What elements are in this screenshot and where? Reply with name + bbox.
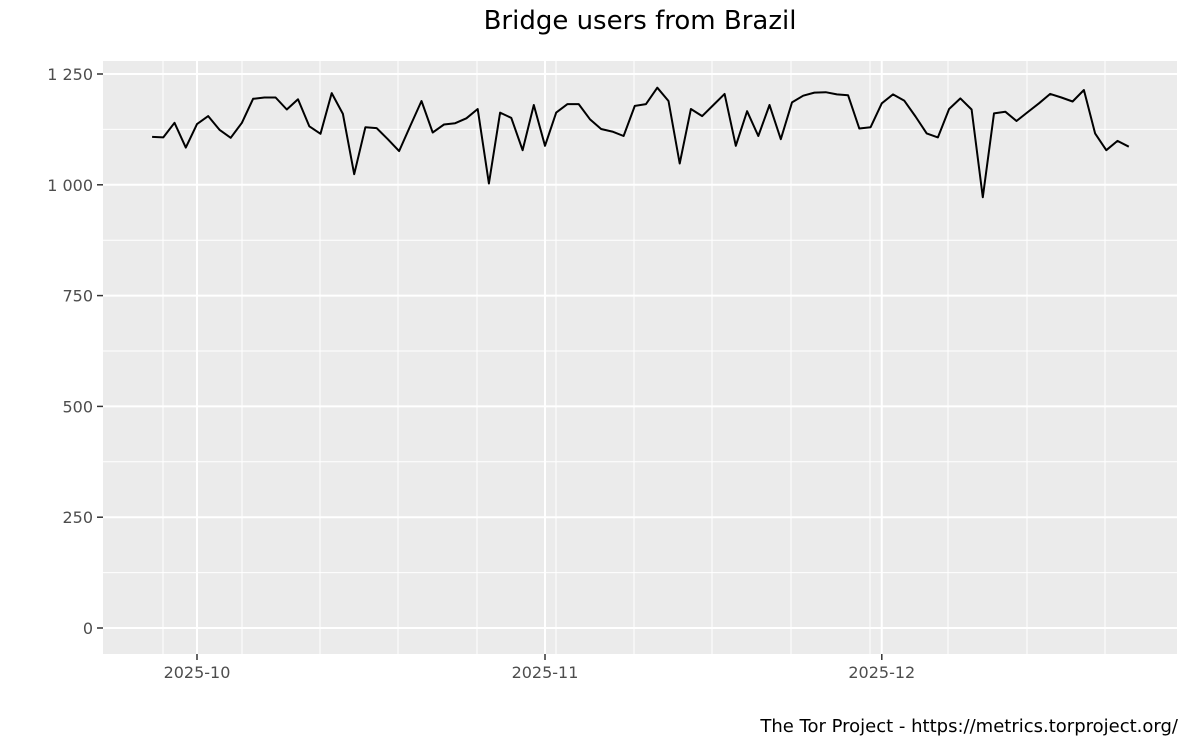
y-tick-label: 500	[62, 397, 93, 416]
y-tick-label: 0	[83, 619, 93, 638]
y-tick-label: 250	[62, 508, 93, 527]
x-tick-label: 2025-11	[512, 663, 579, 682]
x-tick-label: 2025-10	[164, 663, 231, 682]
y-tick-label: 750	[62, 287, 93, 306]
y-tick-label: 1 250	[47, 65, 93, 84]
series-line-bridge-users	[152, 86, 1130, 199]
minor-gridlines	[103, 61, 1177, 654]
y-tick-label: 1 000	[47, 176, 93, 195]
chart-title: Bridge users from Brazil	[483, 6, 797, 36]
chart-caption: The Tor Project - https://metrics.torpro…	[760, 716, 1178, 737]
x-axis: 2025-10 2025-11 2025-12	[164, 654, 915, 682]
x-tick-label: 2025-12	[848, 663, 915, 682]
plot-panel	[103, 61, 1177, 654]
y-axis: 0 250 500 750 1 000 1 250	[47, 65, 103, 638]
major-gridlines	[103, 61, 1177, 654]
